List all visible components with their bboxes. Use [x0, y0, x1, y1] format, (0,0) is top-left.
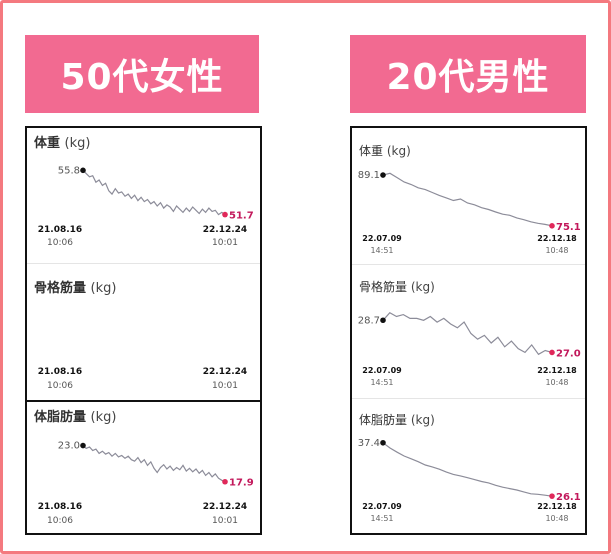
left-muscle-chart: 17.417.9 [27, 264, 260, 400]
end-point [549, 223, 555, 229]
start-value-label: 23.0 [58, 441, 80, 452]
left-muscle-card: 骨格筋量 (kg) 17.417.9 21.08.16 10:06 22.12.… [27, 264, 260, 400]
series-line [82, 445, 226, 483]
series-line [82, 169, 226, 216]
end-date: 22.12.24 [202, 502, 248, 512]
left-weight-card: 体重 (kg) 55.8 51.7 21.08.16 10:06 22.12.24… [27, 128, 260, 263]
end-time: 10:01 [212, 381, 238, 391]
left-panel: 体重 (kg) 55.8 51.7 21.08.16 10:06 22.12.24… [25, 126, 262, 535]
start-time: 10:06 [47, 238, 73, 248]
end-date: 22.12.18 [537, 502, 577, 511]
end-point [222, 211, 228, 218]
end-point [549, 349, 555, 356]
end-date: 22.12.18 [537, 234, 577, 243]
start-value-label: 37.4 [358, 438, 380, 449]
end-value-label: 26.1 [556, 492, 581, 503]
start-time: 14:51 [370, 378, 394, 387]
start-date: 22.07.09 [362, 502, 402, 511]
card-title: 骨格筋量 (kg) [34, 281, 117, 296]
start-point [380, 172, 386, 178]
left-fat-chart: 23.0 17.9 [58, 441, 254, 489]
start-time: 14:51 [370, 246, 394, 255]
end-date: 22.12.24 [202, 367, 248, 377]
left-group-banner: 50代女性 [25, 35, 259, 113]
end-time: 10:48 [545, 378, 569, 387]
start-time: 10:06 [47, 516, 73, 526]
start-point [80, 442, 86, 449]
start-point [80, 167, 86, 174]
series-line [382, 311, 553, 356]
start-date: 21.08.16 [37, 225, 83, 235]
start-value-label: 28.7 [358, 315, 380, 326]
card-title: 体脂肪量 (kg) [34, 410, 117, 425]
right-muscle-chart: 28.7 27.0 [358, 311, 581, 359]
right-weight-chart: 89.1 75.1 [358, 170, 581, 233]
end-date: 22.12.18 [537, 366, 577, 375]
start-date: 22.07.09 [362, 234, 402, 243]
start-value-label: 55.8 [58, 165, 80, 176]
end-time: 10:01 [212, 516, 238, 526]
end-date: 22.12.24 [202, 225, 248, 235]
right-fat-chart: 37.4 26.1 [358, 438, 581, 503]
right-group-banner: 20代男性 [350, 35, 586, 113]
end-value-label: 27.0 [556, 348, 581, 359]
end-time: 10:48 [545, 514, 569, 523]
left-group-title: 50代女性 [60, 57, 224, 98]
left-weight-chart: 55.8 51.7 [58, 165, 254, 222]
end-point [549, 493, 555, 499]
card-title: 体重 (kg) [34, 136, 91, 151]
end-value-label: 17.9 [229, 478, 254, 489]
start-time: 10:06 [47, 381, 73, 391]
right-muscle-card: 骨格筋量 (kg) 28.7 27.0 22.07.09 14:51 22.12.… [352, 265, 585, 398]
start-date: 21.08.16 [37, 502, 83, 512]
right-weight-card: 体重 (kg) 89.1 75.1 22.07.09 14:51 22.12.18… [352, 128, 585, 263]
start-time: 14:51 [370, 514, 394, 523]
start-value-label: 89.1 [358, 170, 380, 181]
left-fat-card: 体脂肪量 (kg) 23.0 17.9 21.08.16 10:06 22.12.… [27, 402, 260, 535]
right-group-title: 20代男性 [386, 57, 550, 98]
start-date: 22.07.09 [362, 366, 402, 375]
card-title: 体脂肪量 (kg) [359, 413, 435, 427]
start-point [380, 439, 386, 446]
end-point [222, 478, 228, 485]
end-time: 10:01 [212, 238, 238, 248]
right-fat-card: 体脂肪量 (kg) 37.4 26.1 22.07.09 14:51 22.12.… [352, 399, 585, 535]
card-title: 骨格筋量 (kg) [359, 280, 435, 294]
card-title: 体重 (kg) [359, 144, 411, 158]
end-time: 10:48 [545, 246, 569, 255]
start-point [380, 317, 386, 324]
end-value-label: 75.1 [556, 222, 581, 233]
end-value-label: 51.7 [229, 211, 254, 222]
series-line [382, 442, 553, 497]
series-line [382, 172, 553, 227]
right-panel: 体重 (kg) 89.1 75.1 22.07.09 14:51 22.12.18… [350, 126, 587, 535]
start-date: 21.08.16 [37, 367, 83, 377]
